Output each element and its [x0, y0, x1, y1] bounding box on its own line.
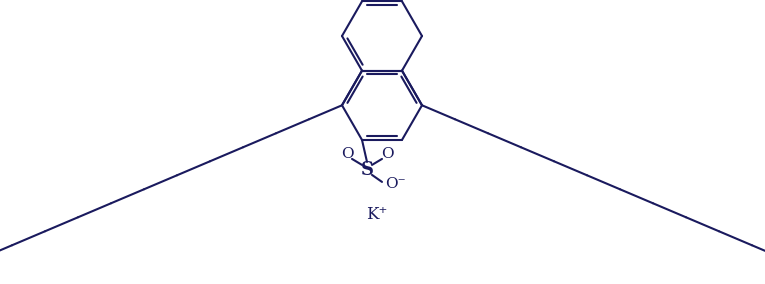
Text: S: S	[360, 161, 373, 179]
Text: K⁺: K⁺	[366, 206, 388, 224]
Text: O: O	[340, 147, 353, 161]
Text: O⁻: O⁻	[385, 177, 405, 191]
Text: O: O	[381, 147, 393, 161]
